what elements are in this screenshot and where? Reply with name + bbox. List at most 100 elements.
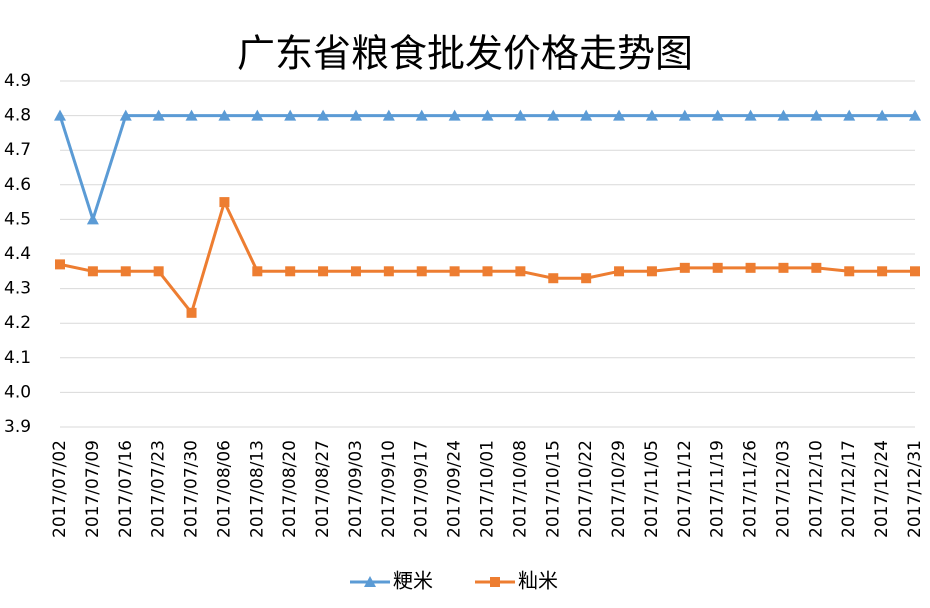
data-point (152, 109, 165, 121)
data-point (581, 273, 592, 284)
x-tick-label: 2017/12/31 (905, 440, 925, 538)
data-point (678, 109, 691, 121)
x-tick-label: 2017/08/06 (214, 440, 234, 538)
data-point (120, 266, 131, 277)
x-tick-label: 2017/07/23 (149, 440, 169, 538)
data-point (218, 109, 231, 121)
data-point (646, 266, 657, 277)
x-tick-label: 2017/10/01 (478, 440, 498, 538)
legend-marker (364, 576, 376, 587)
x-tick-label: 2017/12/03 (773, 440, 793, 538)
data-point (284, 109, 297, 121)
x-tick-label: 2017/12/10 (806, 440, 826, 538)
x-tick-label: 2017/09/03 (346, 440, 366, 538)
x-tick-label: 2017/08/20 (280, 440, 300, 538)
y-tick-label: 4.6 (4, 175, 31, 195)
data-point (548, 273, 559, 284)
y-tick-label: 4.4 (4, 244, 31, 264)
data-point (383, 266, 394, 277)
data-point (613, 109, 626, 121)
data-point (416, 266, 427, 277)
data-point (349, 109, 362, 121)
data-point (777, 109, 790, 121)
y-tick-label: 4.2 (4, 313, 31, 333)
data-point (448, 109, 461, 121)
x-tick-label: 2017/08/13 (247, 440, 267, 538)
data-point (86, 213, 99, 225)
data-point (515, 266, 526, 277)
legend-marker (490, 577, 500, 587)
data-point (285, 266, 296, 277)
data-point (87, 266, 98, 277)
x-tick-label: 2017/07/09 (83, 440, 103, 538)
data-point (810, 109, 823, 121)
data-point (350, 266, 361, 277)
data-point (843, 109, 856, 121)
data-point (55, 259, 65, 270)
series-line (58, 114, 915, 221)
chart-title: 广东省粮食批发价格走势图 (237, 32, 693, 76)
data-point (251, 109, 264, 121)
data-point (119, 109, 132, 121)
y-tick-label: 4.7 (4, 140, 31, 160)
x-tick-label: 2017/10/08 (510, 440, 530, 538)
x-tick-label: 2017/09/24 (445, 440, 465, 538)
x-tick-label: 2017/12/17 (839, 440, 859, 538)
x-tick-label: 2017/10/22 (576, 440, 596, 538)
legend-label: 粳米 (393, 569, 433, 593)
x-tick-label: 2017/07/02 (50, 440, 70, 538)
data-point (481, 109, 494, 121)
data-point (252, 266, 263, 277)
data-point (317, 109, 330, 121)
data-point (514, 109, 527, 121)
data-point (877, 266, 888, 277)
series-line (59, 200, 915, 315)
legend-label: 籼米 (518, 569, 558, 593)
x-tick-label: 2017/11/19 (708, 440, 728, 538)
data-point (382, 109, 395, 121)
y-tick-label: 4.9 (4, 71, 31, 91)
x-tick-label: 2017/12/24 (872, 440, 892, 538)
x-tick-label: 2017/10/15 (543, 440, 563, 538)
y-tick-label: 3.9 (4, 417, 31, 437)
y-tick-label: 4.5 (4, 209, 31, 229)
data-point (645, 109, 658, 121)
data-point (679, 262, 690, 273)
data-point (54, 109, 66, 121)
x-tick-label: 2017/10/29 (609, 440, 629, 538)
x-tick-label: 2017/11/26 (741, 440, 761, 538)
y-tick-label: 4.0 (4, 382, 31, 402)
y-tick-label: 4.3 (4, 279, 31, 299)
x-tick-label: 2017/07/16 (116, 440, 136, 538)
y-tick-label: 4.1 (4, 348, 31, 368)
data-point (711, 109, 724, 121)
data-point (778, 262, 789, 273)
data-point (811, 262, 822, 273)
data-point (876, 109, 889, 121)
data-point (186, 307, 197, 318)
y-tick-label: 4.8 (4, 106, 31, 126)
data-point (614, 266, 625, 277)
data-point (415, 109, 428, 121)
x-tick-label: 2017/11/05 (642, 440, 662, 538)
data-point (712, 262, 723, 273)
data-point (910, 266, 920, 277)
data-point (744, 109, 757, 121)
x-tick-label: 2017/11/12 (675, 440, 695, 538)
data-point (219, 197, 230, 208)
data-point (318, 266, 329, 277)
data-point (745, 262, 756, 273)
x-tick-label: 2017/07/30 (182, 440, 202, 538)
data-point (909, 109, 921, 121)
data-point (844, 266, 855, 277)
x-tick-label: 2017/08/27 (313, 440, 333, 538)
data-point (185, 109, 198, 121)
data-point (547, 109, 560, 121)
data-point (153, 266, 164, 277)
data-point (482, 266, 493, 277)
x-tick-label: 2017/09/10 (379, 440, 399, 538)
x-tick-label: 2017/09/17 (412, 440, 432, 538)
data-point (449, 266, 460, 277)
data-point (580, 109, 593, 121)
